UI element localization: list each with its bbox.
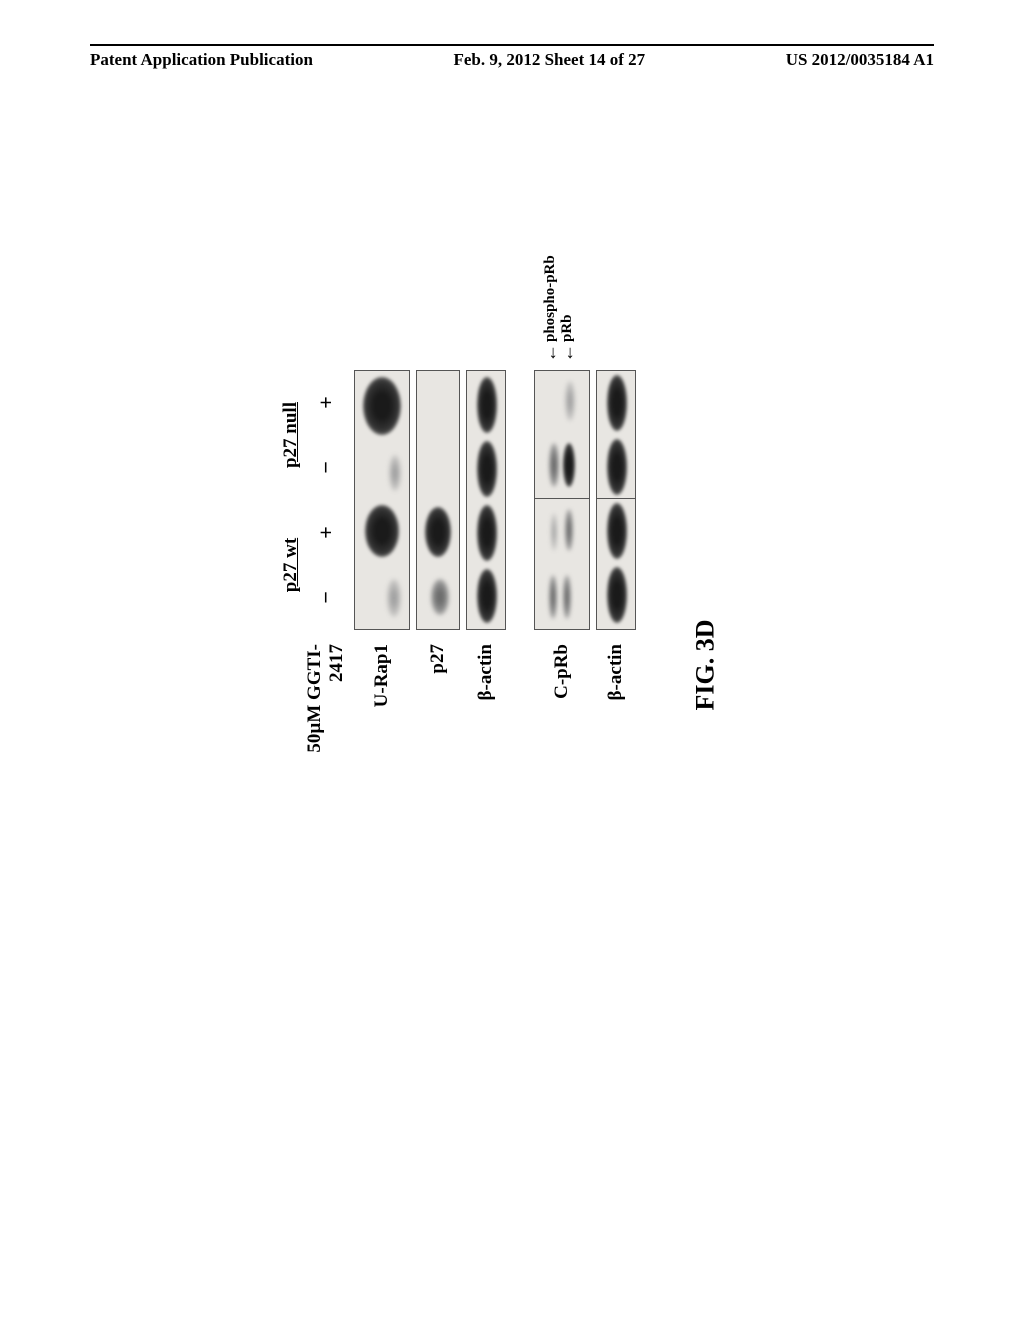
blot-band <box>565 381 575 421</box>
blot-actin2 <box>596 370 636 630</box>
blot-band <box>365 505 399 557</box>
blot-band <box>607 503 627 559</box>
blot-row-urap1: U-Rap1 <box>354 270 410 790</box>
blot-band <box>607 567 627 623</box>
blot-band <box>389 455 401 491</box>
blot-band <box>551 513 557 551</box>
lane-sign-1: − <box>313 565 339 630</box>
blot-band <box>563 443 575 487</box>
group-label-wt: p27 wt <box>280 500 302 630</box>
blot-band <box>477 505 497 561</box>
row-label-actin2: β-actin <box>605 630 627 790</box>
treatment-label: 50µM GGTI-2417 <box>304 630 348 790</box>
page-header: Patent Application Publication Feb. 9, 2… <box>0 50 1024 70</box>
lane-signs: − + − + <box>313 370 339 630</box>
figure-3d: p27 wt p27 null 50µM GGTI-2417 − + − + U… <box>280 270 740 790</box>
blot-cprb <box>534 370 590 630</box>
group-labels: p27 wt p27 null <box>280 270 302 630</box>
blot-p27 <box>416 370 460 630</box>
prb-arrows: ← phospho-pRb ← pRb <box>542 255 576 362</box>
arrow-icon: ← <box>560 344 574 362</box>
header-right: US 2012/0035184 A1 <box>786 50 934 70</box>
figure-caption: FIG. 3D <box>691 620 721 711</box>
spacer <box>512 270 534 790</box>
header-rule <box>90 44 934 46</box>
blot-band <box>477 441 497 497</box>
blot-row-actin1: β-actin <box>466 270 506 790</box>
header-left: Patent Application Publication <box>90 50 313 70</box>
row-label-cprb: C-pRb <box>551 630 573 790</box>
blot-band <box>607 439 627 495</box>
arrow-icon: ← <box>543 344 557 362</box>
blot-band <box>549 443 559 487</box>
row-label-actin1: β-actin <box>475 630 497 790</box>
blot-band <box>563 575 571 619</box>
blot-actin1 <box>466 370 506 630</box>
blot-row-p27: p27 <box>416 270 460 790</box>
blot-band <box>607 375 627 431</box>
blot-band <box>431 579 449 615</box>
lane-sign-2: + <box>313 500 339 565</box>
row-label-urap1: U-Rap1 <box>371 630 393 790</box>
blot-band <box>549 575 557 619</box>
arrow-label-phospho: phospho-pRb <box>543 255 558 342</box>
lane-sign-4: + <box>313 370 339 435</box>
arrow-label-prb: pRb <box>560 314 575 342</box>
header-center: Feb. 9, 2012 Sheet 14 of 27 <box>453 50 645 70</box>
blot-urap1 <box>354 370 410 630</box>
blot-row-actin2: β-actin <box>596 270 636 790</box>
treatment-row: 50µM GGTI-2417 − + − + <box>304 270 348 790</box>
blot-band <box>477 569 497 623</box>
row-label-p27: p27 <box>427 630 449 790</box>
lane-sign-3: − <box>313 435 339 500</box>
blot-band <box>477 377 497 433</box>
arrow-prb: ← pRb <box>559 255 576 362</box>
blot-band <box>363 377 401 435</box>
blot-band <box>387 579 401 617</box>
blot-band <box>565 509 573 551</box>
blot-band <box>425 507 451 557</box>
blot-row-cprb: C-pRb ← phospho-pRb ← pRb <box>534 270 590 790</box>
group-label-null: p27 null <box>280 370 302 500</box>
